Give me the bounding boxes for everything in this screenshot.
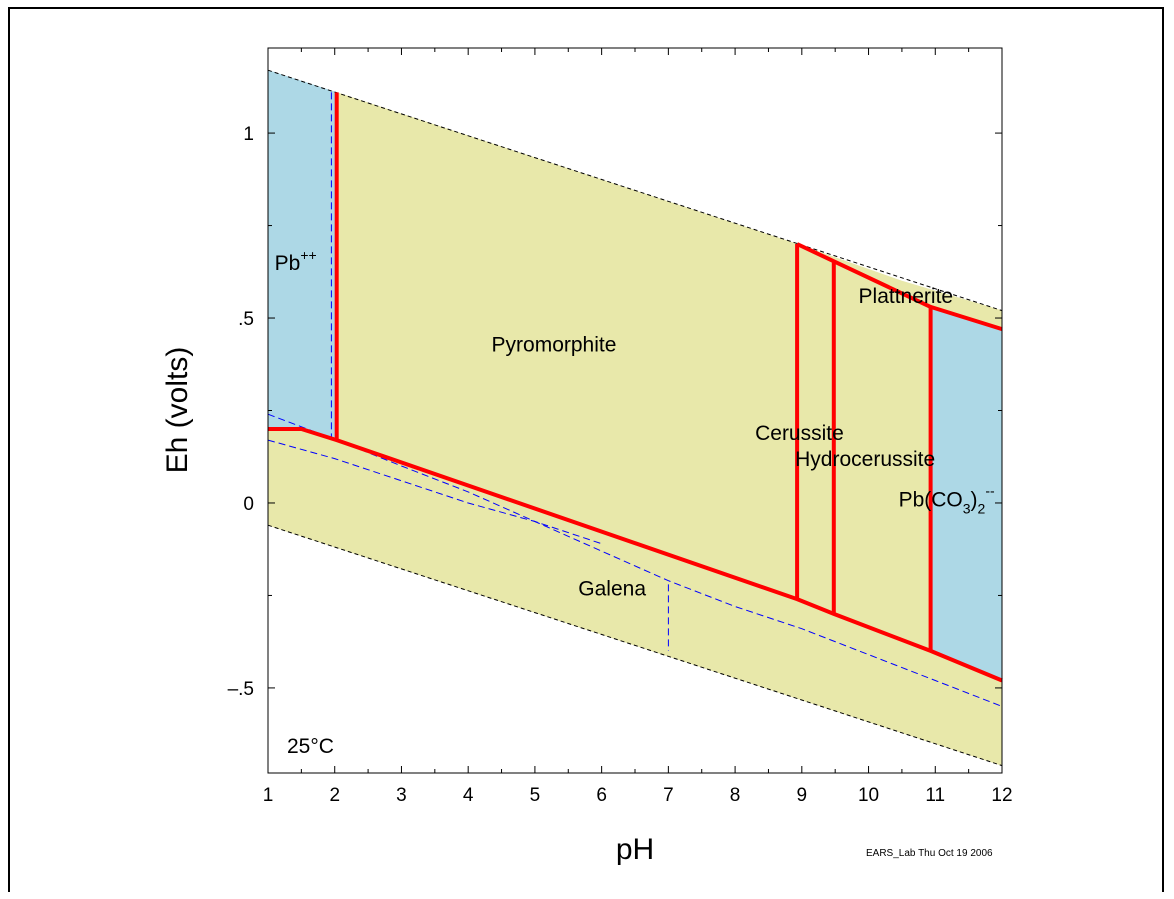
region-labels-layer: Pb++ Pyromorphite Plattnerite Cerussite Hydr…: [275, 247, 995, 601]
boundary-line-5: [796, 242, 1003, 332]
x-axis-title: pH: [616, 833, 654, 866]
x-tick-label-6: 6: [596, 785, 607, 806]
dashed-lines-layer: [267, 92, 1003, 707]
x-tick-label-12: 12: [991, 785, 1012, 806]
x-tick-label-8: 8: [730, 785, 741, 806]
water-limits-layer: [267, 69, 1003, 767]
water-lower-limit: [267, 524, 1003, 767]
y-tick-label-1: .5: [238, 309, 254, 330]
figure-frame: [8, 7, 1164, 892]
label-hydrocerussite: Hydrocerussite: [795, 448, 935, 471]
x-tick-label-1: 1: [263, 785, 274, 806]
dashed-line-0: [267, 413, 1003, 707]
footer-note: EARS_Lab Thu Oct 19 2006: [866, 848, 993, 859]
y-tick-label-2: 0: [243, 494, 254, 515]
x-tick-label-3: 3: [396, 785, 407, 806]
x-tick-label-7: 7: [663, 785, 674, 806]
dashed-line-1: [267, 439, 602, 545]
x-tick-label-10: 10: [858, 785, 879, 806]
regions-layer: [267, 69, 1003, 766]
ticks-layer: 1 2 3 4 5 6 7 8 9 10 11 121.50–.5: [228, 48, 1013, 806]
temperature-label: 25°C: [287, 735, 334, 758]
x-tick-label-9: 9: [797, 785, 808, 806]
x-tick-label-4: 4: [463, 785, 474, 806]
x-tick-label-5: 5: [530, 785, 541, 806]
label-plattnerite: Plattnerite: [859, 285, 954, 308]
water-upper-limit: [267, 69, 1003, 312]
label-galena: Galena: [578, 577, 646, 600]
label-cerussite: Cerussite: [755, 422, 844, 445]
x-tick-label-11: 11: [925, 785, 945, 806]
label-pb: Pb++: [275, 247, 317, 275]
y-axis-title: Eh (volts): [161, 347, 194, 474]
label-pyromorphite: Pyromorphite: [492, 333, 617, 356]
x-tick-label-2: 2: [329, 785, 340, 806]
y-tick-label-3: –.5: [228, 679, 254, 700]
label-pb-co3-2: Pb(CO3)2--: [899, 483, 995, 517]
boundaries-layer: [268, 92, 1003, 683]
y-tick-label-0: 1: [243, 124, 254, 145]
